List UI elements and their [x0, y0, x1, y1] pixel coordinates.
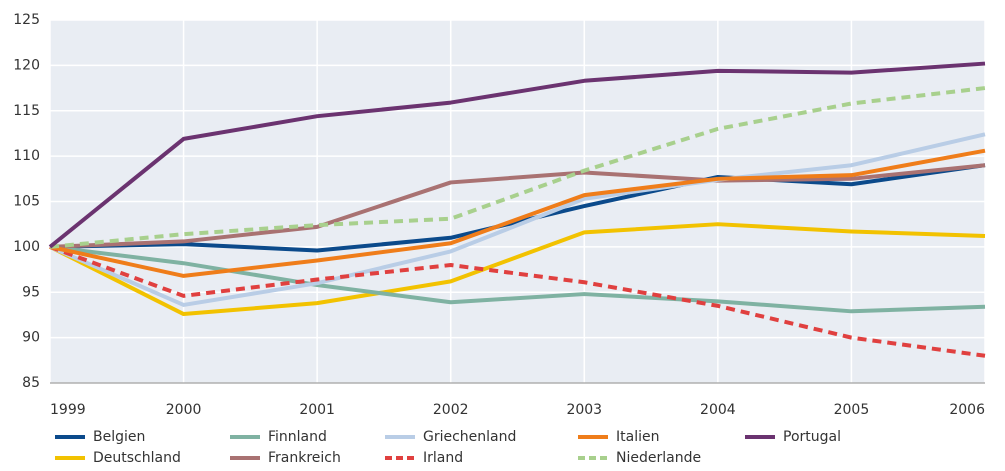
- legend-label: Niederlande: [616, 450, 701, 466]
- y-tick-label: 95: [22, 284, 40, 300]
- x-tick-label: 2006: [949, 402, 985, 418]
- legend-label: Deutschland: [93, 450, 181, 466]
- x-tick-label: 2001: [299, 402, 335, 418]
- y-tick-label: 100: [13, 239, 40, 255]
- legend-label: Finnland: [268, 429, 327, 445]
- y-tick-label: 120: [13, 57, 40, 73]
- series-line: [49, 222, 986, 317]
- x-tick-label: 1999: [50, 402, 86, 418]
- x-tick-label: 2002: [433, 402, 469, 418]
- series-line: [49, 244, 986, 314]
- legend-label: Irland: [423, 450, 463, 466]
- legend-label: Griechenland: [423, 429, 516, 445]
- y-tick-label: 110: [13, 148, 40, 164]
- series-line: [49, 148, 986, 278]
- x-tick-label: 2000: [166, 402, 202, 418]
- x-tick-label: 2003: [566, 402, 602, 418]
- series-line: [49, 86, 986, 249]
- legend-label: Frankreich: [268, 450, 341, 466]
- y-tick-label: 105: [13, 194, 40, 210]
- legend-label: Italien: [616, 429, 659, 445]
- series-line: [49, 132, 986, 307]
- y-tick-label: 85: [22, 375, 40, 391]
- y-tick-label: 125: [13, 12, 40, 28]
- series-line: [49, 163, 986, 253]
- x-tick-label: 2005: [834, 402, 870, 418]
- y-tick-label: 90: [22, 330, 40, 346]
- series-line: [48, 61, 986, 249]
- x-tick-label: 2004: [700, 402, 736, 418]
- legend-label: Portugal: [783, 429, 841, 445]
- series-line: [49, 244, 986, 358]
- y-tick-label: 115: [13, 103, 40, 119]
- series-line: [49, 163, 986, 249]
- legend-label: Belgien: [93, 429, 145, 445]
